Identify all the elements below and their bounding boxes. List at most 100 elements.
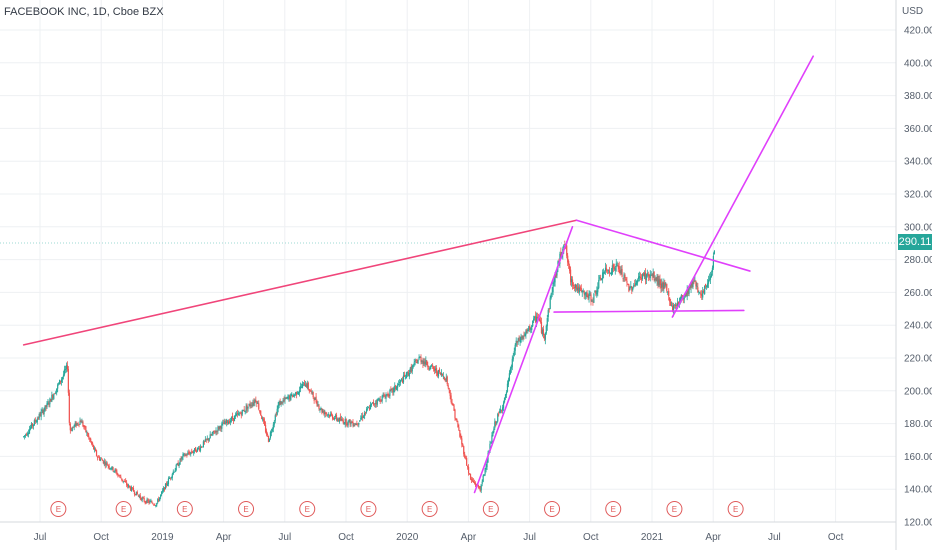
candle — [346, 422, 348, 428]
candle — [249, 400, 251, 409]
earnings-marker[interactable]: E — [238, 501, 255, 517]
candle — [55, 390, 57, 394]
candle — [69, 422, 71, 434]
candle — [128, 485, 131, 489]
candle — [659, 274, 661, 289]
candle — [307, 381, 309, 391]
candle — [228, 419, 230, 425]
candle — [295, 391, 297, 396]
candle — [105, 460, 107, 468]
candle — [314, 397, 316, 401]
candle — [436, 370, 439, 378]
candle — [571, 276, 574, 290]
candle — [361, 412, 363, 421]
candle — [340, 415, 342, 422]
candle — [503, 397, 506, 404]
candle — [632, 286, 634, 292]
candle — [43, 407, 45, 417]
earnings-marker[interactable]: E — [605, 501, 622, 517]
candle — [59, 379, 61, 385]
price-tick-label: 280.00 — [904, 255, 932, 266]
candle — [312, 391, 314, 399]
candle — [222, 419, 224, 426]
triangle-lower-line[interactable] — [553, 309, 745, 313]
candle — [709, 271, 712, 284]
candle — [442, 372, 444, 379]
candle — [642, 272, 645, 277]
candle — [452, 403, 454, 407]
candle — [408, 369, 410, 380]
candle — [455, 417, 457, 421]
candle — [640, 274, 643, 284]
candle — [615, 258, 617, 272]
price-tick-label: 340.00 — [904, 157, 932, 168]
candle — [101, 458, 103, 461]
candle — [330, 411, 332, 417]
candle — [540, 317, 543, 335]
candle — [169, 477, 171, 481]
earnings-marker-label: E — [121, 505, 126, 514]
candle — [356, 420, 358, 426]
candle — [250, 402, 252, 409]
candle — [463, 445, 465, 457]
breakout-projection-line[interactable] — [671, 55, 814, 318]
candle — [117, 473, 119, 478]
candle — [184, 452, 186, 458]
candle — [252, 399, 254, 408]
earnings-marker[interactable]: E — [666, 501, 683, 517]
earnings-marker[interactable]: E — [299, 501, 316, 517]
earnings-marker[interactable]: E — [421, 501, 438, 517]
candle — [711, 265, 714, 276]
candle — [257, 400, 259, 404]
earnings-marker[interactable]: E — [360, 501, 377, 517]
candle — [511, 355, 513, 371]
earnings-marker[interactable]: E — [176, 501, 193, 517]
earnings-marker[interactable]: E — [482, 501, 499, 517]
long-trend-line[interactable] — [22, 219, 578, 346]
candle — [507, 377, 510, 388]
candle — [707, 275, 710, 289]
candle — [68, 389, 70, 426]
candle — [607, 269, 610, 274]
candle — [424, 358, 426, 367]
candle — [329, 414, 331, 419]
candle — [254, 398, 256, 407]
earnings-marker[interactable]: E — [115, 501, 132, 517]
candle — [613, 263, 615, 271]
price-axis[interactable]: 420.00 400.00 380.00 360.00 340.00 320.00 300.… — [895, 0, 932, 550]
rally-leg-line[interactable] — [473, 226, 574, 494]
candle — [654, 275, 656, 284]
candle — [427, 361, 429, 370]
chart-drawings[interactable] — [22, 55, 814, 494]
candle — [688, 286, 690, 297]
candle — [336, 417, 339, 422]
candle — [311, 390, 313, 395]
candle — [445, 373, 447, 382]
candle — [550, 293, 552, 300]
candle — [595, 290, 597, 297]
candle — [527, 328, 529, 334]
earnings-marker[interactable]: E — [50, 501, 67, 517]
candle — [199, 444, 202, 453]
candle — [159, 497, 161, 502]
candle — [486, 459, 488, 471]
candle — [212, 430, 214, 436]
candle — [368, 404, 371, 411]
candle — [65, 362, 68, 373]
candle — [49, 397, 51, 408]
candle — [70, 427, 72, 432]
candle — [118, 474, 120, 477]
candle — [341, 417, 343, 422]
earnings-marker[interactable]: E — [544, 501, 561, 517]
candle — [126, 480, 128, 488]
candle — [170, 476, 172, 480]
time-tick-label: 2020 — [396, 532, 419, 543]
earnings-marker[interactable]: E — [727, 501, 744, 517]
candle — [498, 411, 500, 417]
triangle-upper-line[interactable] — [575, 219, 751, 272]
candle — [426, 360, 428, 366]
time-axis[interactable]: Jul Oct 2019 Apr Jul Oct 2020 Apr Jul Oct 2021 Apr J… — [0, 521, 896, 543]
candle — [72, 426, 74, 429]
